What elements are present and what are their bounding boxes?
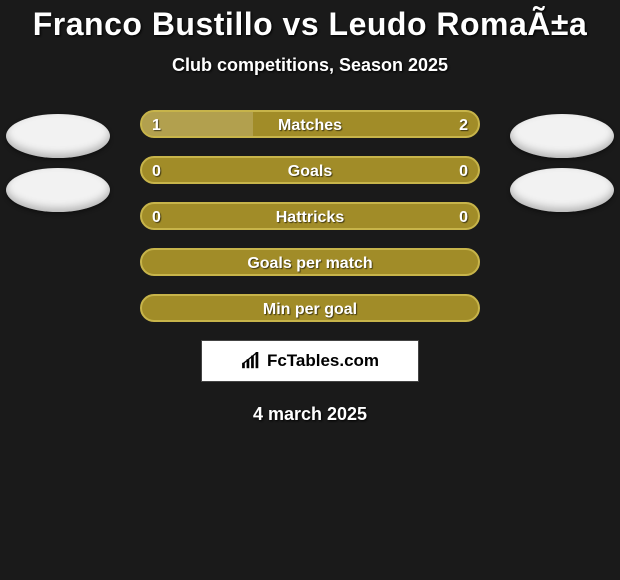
stat-bar: Hattricks0 0 [140, 202, 480, 230]
player-right-oval-0 [510, 114, 614, 158]
stat-bar: Goals per match [140, 248, 480, 276]
stat-value-right: 2 [459, 112, 468, 138]
stat-row-hattricks: Hattricks0 0 [140, 202, 480, 230]
date-text: 4 march 2025 [0, 404, 620, 425]
stat-label: Min per goal [142, 296, 478, 322]
brand-text: FcTables.com [267, 351, 379, 371]
stat-row-min-per-goal: Min per goal [140, 294, 480, 322]
stat-value-right: 0 [459, 158, 468, 184]
brand-box[interactable]: FcTables.com [201, 340, 419, 382]
stat-row-matches: Matches1 2 [140, 110, 480, 138]
stat-label: Goals per match [142, 250, 478, 276]
chart-bars-icon [241, 352, 263, 370]
stat-row-goals-per-match: Goals per match [140, 248, 480, 276]
stat-row-goals: Goals0 0 [140, 156, 480, 184]
player-right-oval-1 [510, 168, 614, 212]
stat-label: Hattricks [142, 204, 478, 230]
stat-value-left: 1 [152, 112, 161, 138]
stat-value-left: 0 [152, 204, 161, 230]
page-title: Franco Bustillo vs Leudo RomaÃ±a [0, 6, 620, 43]
stat-value-left: 0 [152, 158, 161, 184]
player-left-oval-0 [6, 114, 110, 158]
stat-bar: Goals0 0 [140, 156, 480, 184]
stat-value-right: 0 [459, 204, 468, 230]
compare-area: Matches12Goals00Hattricks00Goals per mat… [0, 110, 620, 322]
stat-bar: Min per goal [140, 294, 480, 322]
stat-label: Matches [142, 112, 478, 138]
player-left-oval-1 [6, 168, 110, 212]
subtitle: Club competitions, Season 2025 [0, 55, 620, 76]
stat-label: Goals [142, 158, 478, 184]
stat-bar: Matches1 2 [140, 110, 480, 138]
